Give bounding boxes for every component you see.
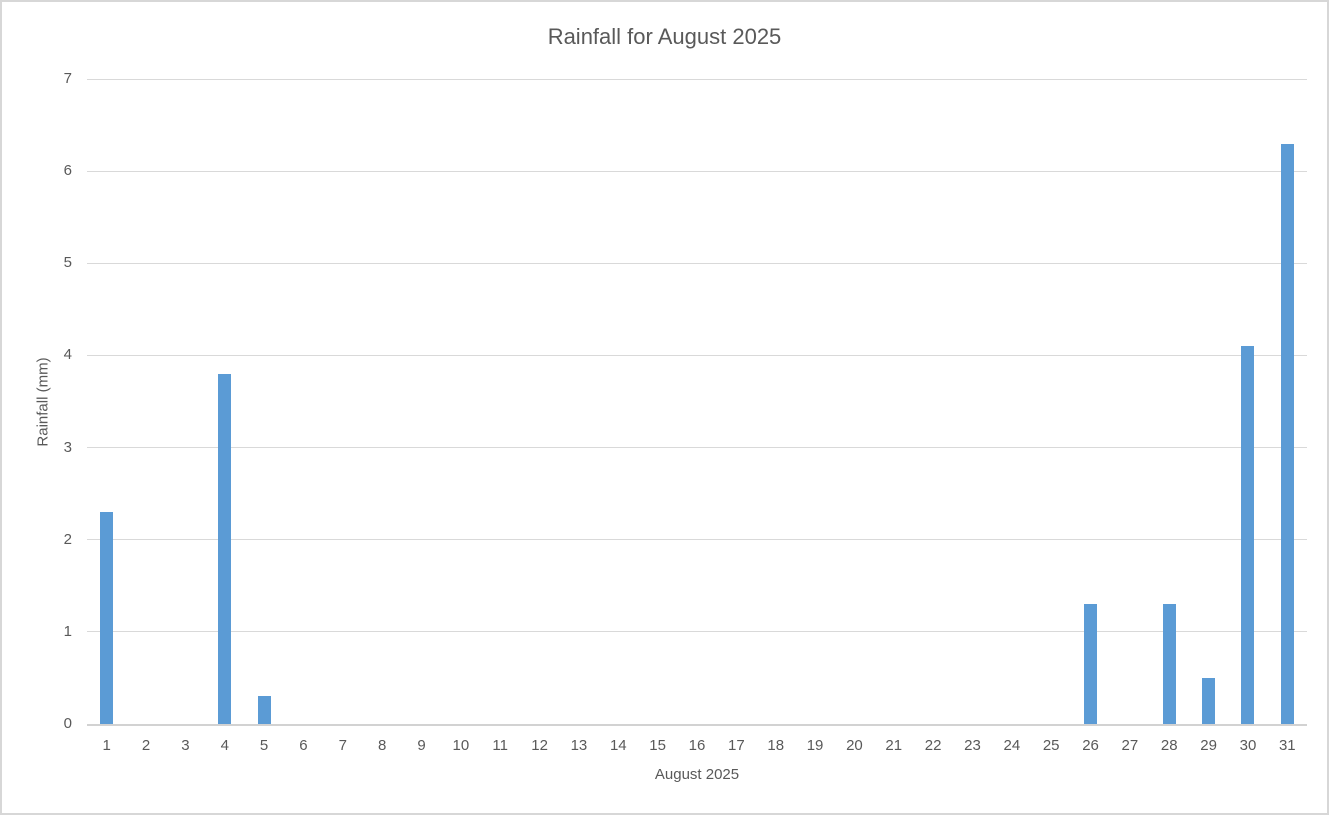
y-tick-label: 6 [63, 162, 72, 180]
x-tick-label: 28 [1160, 737, 1178, 754]
y-tick-label: 4 [63, 346, 72, 364]
bar-day-5 [257, 696, 271, 724]
y-tick-label: 5 [63, 254, 72, 272]
x-tick-label: 23 [964, 737, 981, 754]
x-tick-label: 4 [220, 737, 229, 754]
x-tick-label: 17 [728, 737, 745, 754]
y-tick-label: 2 [63, 530, 72, 548]
x-tick-label: 16 [688, 737, 706, 754]
x-tick-label: 7 [338, 737, 347, 754]
x-tick-label: 26 [1082, 737, 1099, 754]
bar-day-30 [1241, 346, 1255, 724]
x-tick-label: 30 [1239, 737, 1257, 754]
gridline [87, 78, 1307, 80]
x-axis-title: August 2025 [654, 766, 740, 783]
bar-day-1 [100, 512, 114, 724]
gridline [87, 262, 1307, 264]
y-tick-label: 0 [63, 715, 72, 732]
x-tick-label: 8 [377, 737, 387, 754]
chart-title: Rainfall for August 2025 [547, 24, 782, 49]
y-tick-label: 3 [63, 438, 72, 456]
x-tick-label: 11 [492, 737, 508, 754]
x-tick-label: 13 [570, 737, 588, 754]
bar-day-28 [1162, 604, 1176, 724]
bar-day-29 [1202, 677, 1216, 724]
y-tick-label: 1 [63, 622, 72, 640]
x-tick-label: 24 [1003, 737, 1021, 754]
gridline [87, 447, 1307, 449]
y-tick-label: 7 [63, 70, 72, 87]
x-tick-label: 31 [1278, 737, 1296, 754]
x-tick-label: 12 [531, 737, 548, 754]
x-tick-label: 6 [299, 737, 308, 754]
gridline [87, 170, 1307, 172]
x-tick-label: 10 [452, 737, 470, 754]
x-tick-label: 25 [1042, 737, 1060, 754]
x-tick-label: 9 [417, 737, 426, 754]
x-tick-label: 20 [846, 737, 863, 754]
x-tick-label: 14 [609, 737, 627, 754]
bar-day-26 [1084, 604, 1098, 724]
x-tick-label: 27 [1121, 737, 1139, 754]
bar-day-4 [218, 373, 232, 724]
gridline [87, 539, 1307, 541]
x-tick-label: 22 [924, 737, 942, 754]
gridline [87, 631, 1307, 633]
gridline [87, 354, 1307, 356]
x-tick-label: 5 [259, 737, 269, 754]
x-tick-label: 21 [885, 737, 903, 754]
plot-area [87, 78, 1307, 726]
x-tick-label: 18 [767, 737, 785, 754]
bar-day-31 [1280, 143, 1294, 724]
x-tick-label: 3 [181, 737, 190, 754]
x-tick-label: 15 [649, 737, 666, 754]
x-tick-label: 19 [806, 737, 824, 754]
y-axis-title: Rainfall (mm) [34, 357, 52, 447]
x-tick-label: 1 [102, 737, 111, 754]
x-tick-label: 29 [1200, 737, 1217, 754]
x-tick-label: 2 [141, 737, 151, 754]
